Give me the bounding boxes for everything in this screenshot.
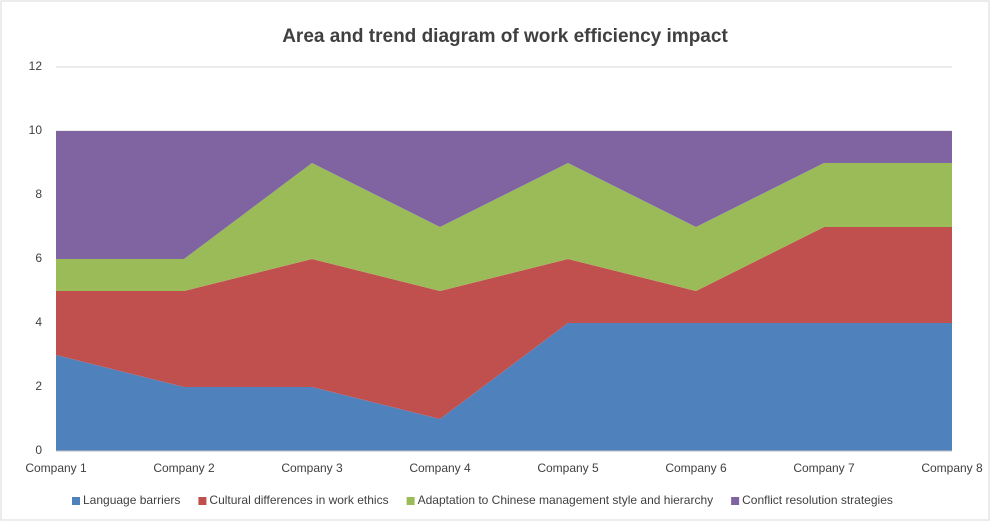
legend-swatch [406, 497, 415, 505]
y-tick-label: 4 [35, 315, 42, 329]
y-tick-label: 12 [29, 59, 43, 73]
y-tick-label: 10 [29, 123, 43, 137]
legend-label: Cultural differences in work ethics [209, 493, 388, 507]
legend-label: Language barriers [83, 493, 180, 507]
x-tick-label: Company 3 [281, 461, 343, 475]
y-tick-label: 6 [35, 251, 42, 265]
legend-swatch [731, 497, 740, 505]
x-tick-label: Company 1 [25, 461, 87, 475]
legend-swatch [72, 497, 80, 505]
area [56, 323, 952, 451]
x-tick-label: Company 7 [793, 461, 855, 475]
y-tick-label: 8 [35, 187, 42, 201]
legend-label: Conflict resolution strategies [742, 493, 893, 507]
x-tick-label: Company 8 [921, 461, 983, 475]
x-tick-label: Company 6 [665, 461, 727, 475]
area [56, 131, 952, 259]
area [56, 163, 952, 291]
chart-title: Area and trend diagram of work efficienc… [282, 26, 728, 47]
x-tick-label: Company 5 [537, 461, 599, 475]
x-tick-label: Company 2 [153, 461, 215, 475]
legend-label: Adaptation to Chinese management style a… [418, 493, 714, 507]
y-tick-label: 0 [35, 443, 42, 457]
x-tick-label: Company 4 [409, 461, 471, 475]
legend-swatch [198, 497, 207, 505]
y-tick-label: 2 [35, 379, 42, 393]
